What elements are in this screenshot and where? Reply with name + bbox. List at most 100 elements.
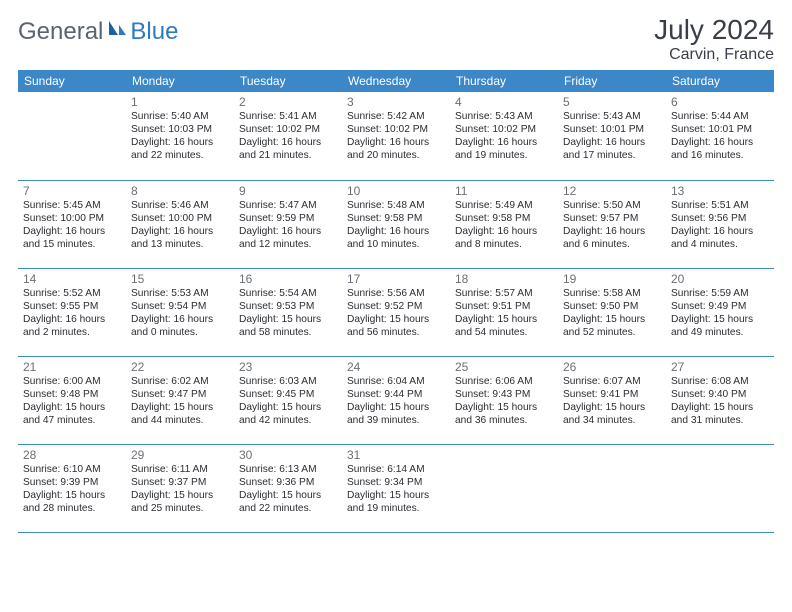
weekday-header: Thursday	[450, 70, 558, 92]
sunrise-text: Sunrise: 6:02 AM	[131, 375, 229, 388]
logo-text-general: General	[18, 18, 103, 46]
daylight-text: and 58 minutes.	[239, 326, 337, 339]
daylight-text: Daylight: 16 hours	[563, 136, 661, 149]
daylight-text: and 2 minutes.	[23, 326, 121, 339]
calendar-day-cell: 13Sunrise: 5:51 AMSunset: 9:56 PMDayligh…	[666, 180, 774, 268]
sunset-text: Sunset: 9:59 PM	[239, 212, 337, 225]
calendar-day-cell	[666, 444, 774, 532]
weekday-header: Sunday	[18, 70, 126, 92]
daylight-text: and 22 minutes.	[131, 149, 229, 162]
sunset-text: Sunset: 9:58 PM	[455, 212, 553, 225]
weekday-header: Monday	[126, 70, 234, 92]
daylight-text: Daylight: 16 hours	[23, 225, 121, 238]
daylight-text: Daylight: 16 hours	[455, 225, 553, 238]
sunset-text: Sunset: 9:57 PM	[563, 212, 661, 225]
calendar-day-cell: 24Sunrise: 6:04 AMSunset: 9:44 PMDayligh…	[342, 356, 450, 444]
sunrise-text: Sunrise: 5:57 AM	[455, 287, 553, 300]
day-number: 14	[23, 272, 121, 286]
calendar-day-cell: 21Sunrise: 6:00 AMSunset: 9:48 PMDayligh…	[18, 356, 126, 444]
sunset-text: Sunset: 9:58 PM	[347, 212, 445, 225]
sunrise-text: Sunrise: 6:11 AM	[131, 463, 229, 476]
calendar-day-cell: 3Sunrise: 5:42 AMSunset: 10:02 PMDayligh…	[342, 92, 450, 180]
calendar-day-cell: 8Sunrise: 5:46 AMSunset: 10:00 PMDayligh…	[126, 180, 234, 268]
sunrise-text: Sunrise: 5:43 AM	[455, 110, 553, 123]
day-number: 26	[563, 360, 661, 374]
day-number: 29	[131, 448, 229, 462]
daylight-text: Daylight: 16 hours	[347, 136, 445, 149]
calendar-header-row: SundayMondayTuesdayWednesdayThursdayFrid…	[18, 70, 774, 92]
calendar-day-cell: 31Sunrise: 6:14 AMSunset: 9:34 PMDayligh…	[342, 444, 450, 532]
daylight-text: and 47 minutes.	[23, 414, 121, 427]
daylight-text: and 19 minutes.	[455, 149, 553, 162]
logo-sail-icon	[107, 19, 127, 42]
daylight-text: and 28 minutes.	[23, 502, 121, 515]
daylight-text: and 15 minutes.	[23, 238, 121, 251]
sunset-text: Sunset: 9:52 PM	[347, 300, 445, 313]
weekday-header: Wednesday	[342, 70, 450, 92]
calendar-day-cell: 14Sunrise: 5:52 AMSunset: 9:55 PMDayligh…	[18, 268, 126, 356]
daylight-text: and 56 minutes.	[347, 326, 445, 339]
sunrise-text: Sunrise: 5:49 AM	[455, 199, 553, 212]
calendar-day-cell: 17Sunrise: 5:56 AMSunset: 9:52 PMDayligh…	[342, 268, 450, 356]
calendar-day-cell	[450, 444, 558, 532]
daylight-text: and 31 minutes.	[671, 414, 769, 427]
sunset-text: Sunset: 10:00 PM	[131, 212, 229, 225]
calendar-day-cell: 15Sunrise: 5:53 AMSunset: 9:54 PMDayligh…	[126, 268, 234, 356]
calendar-day-cell: 5Sunrise: 5:43 AMSunset: 10:01 PMDayligh…	[558, 92, 666, 180]
daylight-text: Daylight: 15 hours	[131, 489, 229, 502]
calendar-day-cell: 11Sunrise: 5:49 AMSunset: 9:58 PMDayligh…	[450, 180, 558, 268]
daylight-text: and 34 minutes.	[563, 414, 661, 427]
daylight-text: Daylight: 15 hours	[131, 401, 229, 414]
day-number: 30	[239, 448, 337, 462]
daylight-text: Daylight: 16 hours	[131, 225, 229, 238]
daylight-text: Daylight: 15 hours	[671, 401, 769, 414]
calendar-day-cell: 4Sunrise: 5:43 AMSunset: 10:02 PMDayligh…	[450, 92, 558, 180]
day-number: 15	[131, 272, 229, 286]
calendar-week-row: 21Sunrise: 6:00 AMSunset: 9:48 PMDayligh…	[18, 356, 774, 444]
daylight-text: and 19 minutes.	[347, 502, 445, 515]
day-number: 23	[239, 360, 337, 374]
daylight-text: and 42 minutes.	[239, 414, 337, 427]
day-number: 5	[563, 95, 661, 109]
daylight-text: Daylight: 15 hours	[347, 489, 445, 502]
daylight-text: and 39 minutes.	[347, 414, 445, 427]
weekday-header: Friday	[558, 70, 666, 92]
calendar-day-cell: 23Sunrise: 6:03 AMSunset: 9:45 PMDayligh…	[234, 356, 342, 444]
sunset-text: Sunset: 9:56 PM	[671, 212, 769, 225]
sunrise-text: Sunrise: 5:41 AM	[239, 110, 337, 123]
day-number: 11	[455, 184, 553, 198]
sunrise-text: Sunrise: 6:04 AM	[347, 375, 445, 388]
sunrise-text: Sunrise: 5:48 AM	[347, 199, 445, 212]
calendar-week-row: 28Sunrise: 6:10 AMSunset: 9:39 PMDayligh…	[18, 444, 774, 532]
sunrise-text: Sunrise: 5:45 AM	[23, 199, 121, 212]
daylight-text: Daylight: 16 hours	[23, 313, 121, 326]
sunrise-text: Sunrise: 5:56 AM	[347, 287, 445, 300]
sunset-text: Sunset: 9:54 PM	[131, 300, 229, 313]
sunrise-text: Sunrise: 5:59 AM	[671, 287, 769, 300]
calendar-day-cell: 9Sunrise: 5:47 AMSunset: 9:59 PMDaylight…	[234, 180, 342, 268]
calendar-day-cell: 25Sunrise: 6:06 AMSunset: 9:43 PMDayligh…	[450, 356, 558, 444]
sunset-text: Sunset: 9:55 PM	[23, 300, 121, 313]
calendar-week-row: 14Sunrise: 5:52 AMSunset: 9:55 PMDayligh…	[18, 268, 774, 356]
calendar-day-cell: 29Sunrise: 6:11 AMSunset: 9:37 PMDayligh…	[126, 444, 234, 532]
sunset-text: Sunset: 9:39 PM	[23, 476, 121, 489]
daylight-text: Daylight: 15 hours	[23, 401, 121, 414]
sunset-text: Sunset: 10:02 PM	[239, 123, 337, 136]
day-number: 13	[671, 184, 769, 198]
sunset-text: Sunset: 10:03 PM	[131, 123, 229, 136]
calendar-day-cell: 28Sunrise: 6:10 AMSunset: 9:39 PMDayligh…	[18, 444, 126, 532]
day-number: 10	[347, 184, 445, 198]
sunset-text: Sunset: 9:37 PM	[131, 476, 229, 489]
sunrise-text: Sunrise: 5:40 AM	[131, 110, 229, 123]
daylight-text: and 49 minutes.	[671, 326, 769, 339]
weekday-header: Tuesday	[234, 70, 342, 92]
calendar-day-cell: 19Sunrise: 5:58 AMSunset: 9:50 PMDayligh…	[558, 268, 666, 356]
sunrise-text: Sunrise: 5:50 AM	[563, 199, 661, 212]
calendar-day-cell: 18Sunrise: 5:57 AMSunset: 9:51 PMDayligh…	[450, 268, 558, 356]
sunrise-text: Sunrise: 5:52 AM	[23, 287, 121, 300]
sunset-text: Sunset: 9:51 PM	[455, 300, 553, 313]
sunrise-text: Sunrise: 6:07 AM	[563, 375, 661, 388]
calendar-table: SundayMondayTuesdayWednesdayThursdayFrid…	[18, 70, 774, 533]
daylight-text: Daylight: 16 hours	[563, 225, 661, 238]
daylight-text: and 17 minutes.	[563, 149, 661, 162]
